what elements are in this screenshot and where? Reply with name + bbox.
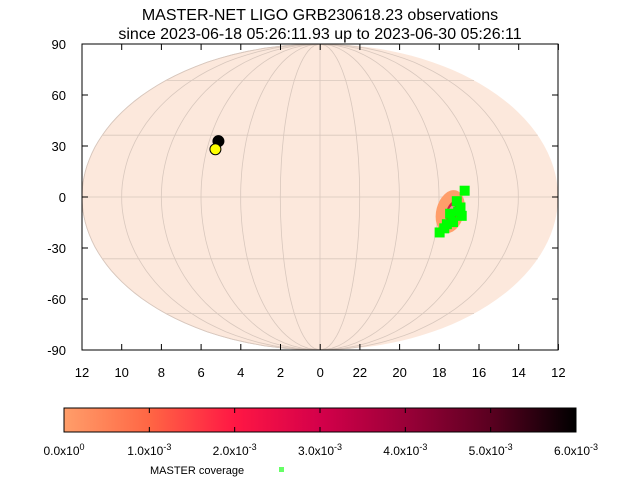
coverage-field — [448, 217, 459, 228]
y-tick-label: -90 — [47, 343, 66, 358]
y-tick-label: 60 — [52, 88, 66, 103]
y-tick-label: 0 — [59, 190, 66, 205]
legend-swatch — [279, 467, 284, 472]
y-tick-label: 30 — [52, 139, 66, 154]
x-tick-label: 2 — [277, 365, 284, 380]
coverage-field — [459, 185, 470, 196]
chart-title: MASTER-NET LIGO GRB230618.23 observation… — [141, 7, 499, 24]
colorbar-tick-label: 5.0x10-3 — [469, 442, 513, 458]
coverage-field — [441, 219, 452, 230]
colorbar: 0.0x100 1.0x10-3 2.0x10-3 3.0x10-3 4.0x10-3 5… — [43, 407, 598, 458]
x-tick-label: 12 — [75, 365, 89, 380]
x-tick-label: 0 — [317, 365, 324, 380]
x-tick-label: 22 — [353, 365, 367, 380]
legend: MASTER coverage — [150, 465, 284, 477]
colorbar-tick-label: 4.0x10-3 — [383, 442, 427, 458]
x-tick-label: 12 — [551, 365, 565, 380]
x-tick-label: 4 — [237, 365, 244, 380]
observation-point — [209, 143, 222, 156]
x-tick-label: 16 — [472, 365, 486, 380]
chart-subtitle: since 2023-06-18 05:26:11.93 up to 2023-… — [118, 26, 522, 43]
y-tick-label: -30 — [47, 241, 66, 256]
coverage-field — [451, 196, 462, 207]
x-tick-label: 14 — [511, 365, 525, 380]
x-tick-label: 18 — [432, 365, 446, 380]
x-tick-label: 6 — [197, 365, 204, 380]
y-tick-label: -60 — [47, 292, 66, 307]
mollweide-map — [81, 43, 558, 351]
coverage-field — [453, 206, 464, 217]
colorbar-tick-label: 6.0x10-3 — [554, 442, 598, 458]
y-tick-label: 90 — [52, 37, 66, 52]
coverage-field — [445, 208, 456, 219]
colorbar-tick-label: 0.0x100 — [43, 442, 84, 458]
colorbar-tick-label: 3.0x10-3 — [298, 442, 342, 458]
colorbar-tick-label: 1.0x10-3 — [127, 442, 171, 458]
x-tick-label: 20 — [392, 365, 406, 380]
legend-label: MASTER coverage — [150, 465, 244, 477]
x-tick-label: 10 — [114, 365, 128, 380]
coverage-field — [434, 227, 445, 238]
x-tick-label: 8 — [158, 365, 165, 380]
colorbar-tick-label: 2.0x10-3 — [213, 442, 257, 458]
